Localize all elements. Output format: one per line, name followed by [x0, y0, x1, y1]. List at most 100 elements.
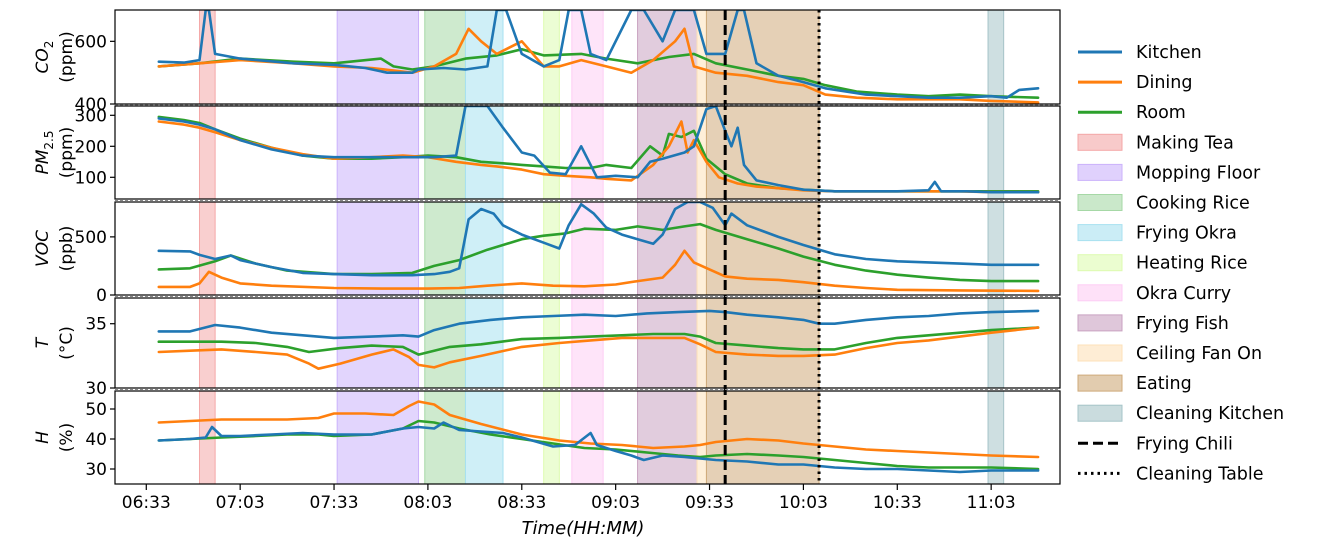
x-tick-label: 09:03: [591, 493, 640, 513]
series-line-kitchen-panel-2: [157, 202, 1040, 277]
legend-item-heating-rice: Heating Rice: [1077, 254, 1248, 274]
legend-label: Heating Rice: [1136, 254, 1248, 274]
panel-frame-1: [114, 105, 1061, 200]
legend-label: Frying Chili: [1136, 434, 1233, 454]
legend-swatch: [1077, 163, 1123, 181]
y-tick-label: 100: [75, 168, 107, 188]
event-span-heating-rice-panel-0: [543, 9, 560, 105]
series-line-kitchen-panel-0: [157, 10, 1040, 99]
legend-label: Kitchen: [1136, 43, 1202, 63]
y-axis-label-panel-0: CO2: [33, 41, 56, 74]
event-span-frying-fish-panel-4: [637, 390, 698, 485]
legend-label: Cooking Rice: [1136, 194, 1250, 214]
y-tick-label: 400: [75, 95, 107, 115]
event-span-eating-panel-4: [705, 390, 820, 485]
panel-frames: [114, 9, 1061, 485]
series-line-dining-panel-0: [157, 27, 1040, 104]
event-span-cooking-rice-panel-1: [424, 105, 466, 200]
x-tick-label: 07:33: [310, 493, 359, 513]
x-tick-label: 06:33: [122, 493, 171, 513]
x-tick-label: 07:03: [216, 493, 265, 513]
y-axis-unit-panel-4: (%): [57, 423, 77, 452]
legend-item-kitchen: Kitchen: [1078, 43, 1202, 63]
legend-label: Ceiling Fan On: [1136, 344, 1262, 364]
y-tick-label: 200: [75, 137, 107, 157]
legend-item-frying-chili: Frying Chili: [1078, 434, 1233, 454]
y-tick-label: 35: [85, 315, 107, 335]
legend-label: Dining: [1136, 73, 1193, 93]
legend-label: Mopping Floor: [1136, 163, 1261, 183]
event-span-mopping-floor-panel-0: [336, 9, 420, 105]
legend-label: Making Tea: [1136, 133, 1234, 153]
legend-swatch: [1077, 374, 1123, 392]
legend-label: Room: [1136, 103, 1186, 123]
legend-label: Okra Curry: [1136, 284, 1231, 304]
legend-swatch: [1077, 254, 1123, 272]
event-spans: [198, 9, 1005, 485]
event-span-mopping-floor-panel-2: [336, 201, 420, 296]
y-tick-label: 600: [75, 32, 107, 52]
legend-item-frying-fish: Frying Fish: [1077, 314, 1229, 334]
y-axis-label-panel-3: T: [33, 336, 53, 348]
y-axis-label-panel-2: VOC: [33, 230, 53, 267]
x-tick-label: 08:33: [497, 493, 546, 513]
event-span-cooking-rice-panel-3: [424, 297, 466, 389]
legend-swatch: [1077, 314, 1123, 332]
series-line-kitchen-panel-3: [157, 309, 1040, 340]
y-axis-unit-panel-3: (°C): [57, 326, 77, 360]
legend-swatch: [1077, 224, 1123, 242]
legend-swatch: [1077, 133, 1123, 151]
x-tick-label: 09:33: [685, 493, 734, 513]
y-tick-label: 500: [75, 228, 107, 248]
x-axis-label: Time(HH:MM): [522, 518, 645, 539]
event-markers: [723, 10, 821, 484]
series-lines: [157, 10, 1040, 474]
x-tick-label: 10:33: [873, 493, 922, 513]
legend-item-eating: Eating: [1077, 374, 1192, 394]
legend-swatch: [1077, 404, 1123, 422]
event-span-frying-fish-panel-2: [637, 201, 698, 296]
y-tick-label: 30: [85, 460, 107, 480]
x-tick-label: 11:03: [967, 493, 1016, 513]
legend-label: Cleaning Kitchen: [1136, 404, 1284, 424]
event-span-cooking-rice-panel-0: [424, 9, 466, 105]
x-tick-label: 08:03: [403, 493, 452, 513]
legend-label: Frying Okra: [1136, 224, 1237, 244]
event-span-ceiling-fan-on-panel-4: [696, 390, 707, 485]
legend-item-frying-okra: Frying Okra: [1077, 224, 1237, 244]
y-tick-label: 50: [85, 400, 107, 420]
y-tick-label: 40: [85, 430, 107, 450]
series-line-dining-panel-4: [157, 400, 1040, 459]
legend-swatch: [1077, 284, 1123, 302]
y-axis-unit-panel-0: (ppm): [57, 31, 77, 82]
legend-label: Cleaning Table: [1136, 464, 1264, 484]
event-span-okra-curry-panel-4: [571, 390, 604, 485]
legend-item-ceiling-fan-on: Ceiling Fan On: [1077, 344, 1262, 364]
panel-0-series: [157, 10, 1040, 104]
panel-3-series: [157, 309, 1040, 370]
x-tick-label: 10:03: [779, 493, 828, 513]
event-span-frying-okra-panel-4: [464, 390, 504, 485]
legend-item-room: Room: [1078, 103, 1186, 123]
legend-item-dining: Dining: [1078, 73, 1193, 93]
legend-item-cleaning-table: Cleaning Table: [1078, 464, 1264, 484]
series-line-dining-panel-3: [157, 326, 1040, 370]
panel-frame-0: [114, 9, 1061, 105]
event-span-cleaning-kitchen-panel-0: [987, 9, 1005, 105]
event-span-mopping-floor-panel-3: [336, 297, 420, 389]
event-span-okra-curry-panel-3: [571, 297, 604, 389]
legend-swatch: [1077, 194, 1123, 211]
y-tick-label: 0: [96, 286, 107, 306]
legend-label: Frying Fish: [1136, 314, 1229, 334]
legend-item-cooking-rice: Cooking Rice: [1077, 194, 1250, 214]
event-span-ceiling-fan-on-panel-2: [696, 201, 707, 296]
event-span-okra-curry-panel-2: [571, 201, 604, 296]
panel-4-series: [157, 400, 1040, 474]
legend: Kitchen Dining Room Making Tea Mopping Floor…: [1077, 43, 1284, 484]
event-span-mopping-floor-panel-1: [336, 105, 420, 200]
event-span-cooking-rice-panel-2: [424, 201, 466, 296]
series-line-room-panel-3: [157, 326, 1040, 356]
legend-item-okra-curry: Okra Curry: [1077, 284, 1231, 304]
y-tick-label: 300: [75, 106, 107, 126]
